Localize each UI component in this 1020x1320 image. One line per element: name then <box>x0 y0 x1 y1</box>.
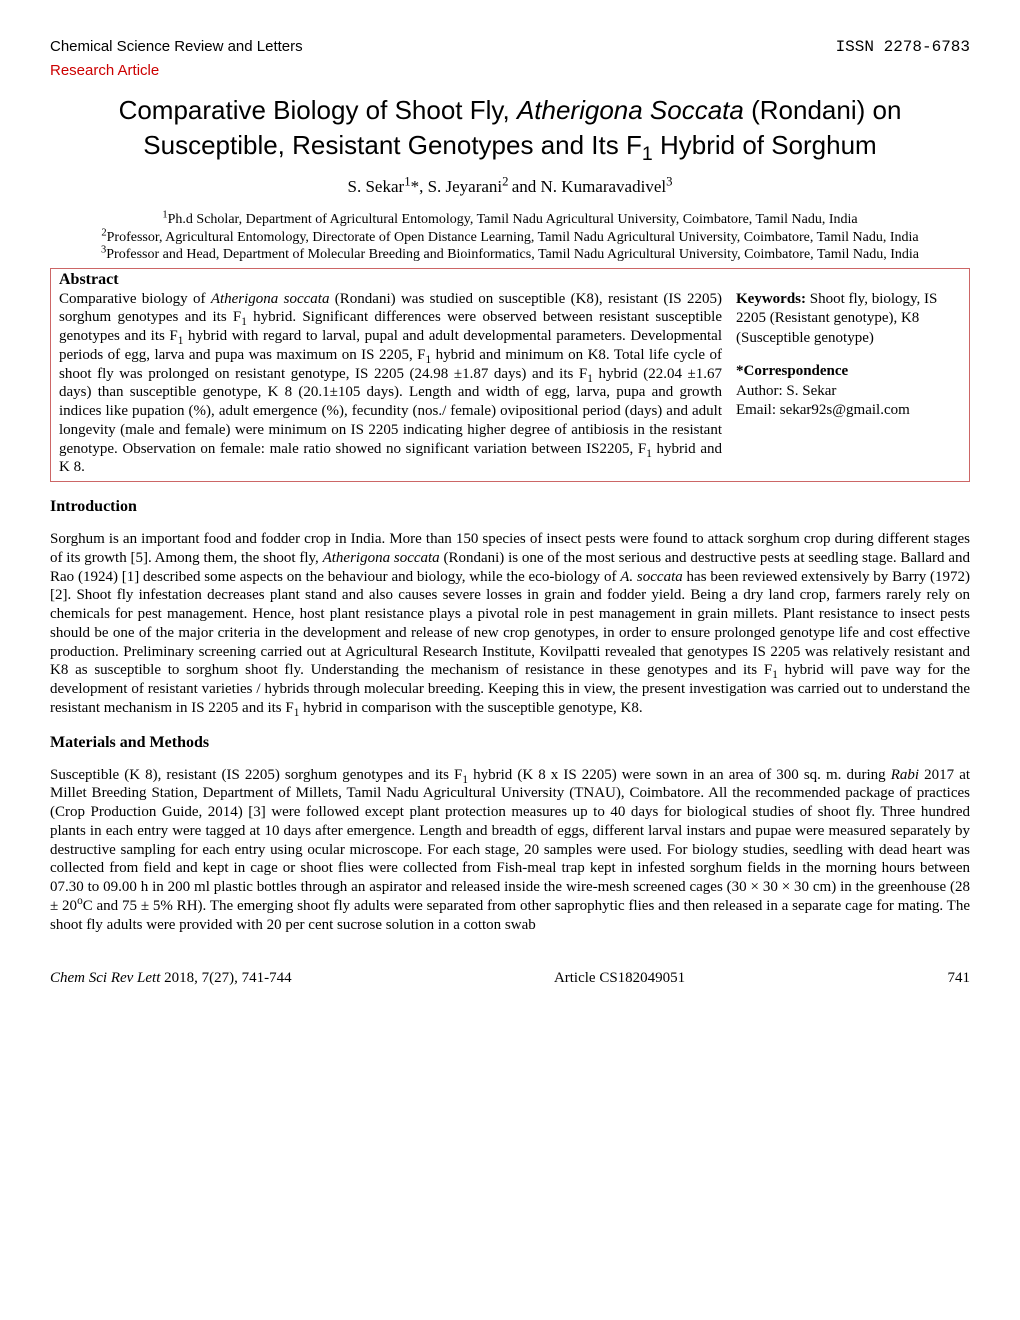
intro-e: hybrid in comparison with the susceptibl… <box>299 700 642 716</box>
author-1: S. Sekar <box>348 177 405 196</box>
abstract-sidebar: Keywords: Shoot fly, biology, IS 2205 (R… <box>736 290 961 478</box>
methods-text: Susceptible (K 8), resistant (IS 2205) s… <box>50 766 970 935</box>
meth-c: 2017 at Millet Breeding Station, Departm… <box>50 767 970 914</box>
affiliations: 1Ph.d Scholar, Department of Agricultura… <box>50 211 970 264</box>
footer-left: Chem Sci Rev Lett 2018, 7(27), 741-744 <box>50 970 292 987</box>
footer-article-no: Article CS182049051 <box>554 970 685 987</box>
title-text-pre: Comparative Biology of Shoot Fly, <box>119 95 517 125</box>
meth-d: C and 75 ± 5% RH). The emerging shoot fl… <box>50 898 970 933</box>
aff-2-text: Professor, Agricultural Entomology, Dire… <box>107 230 919 245</box>
aff-1-text: Ph.d Scholar, Department of Agricultural… <box>168 212 858 227</box>
article-type: Research Article <box>50 62 970 79</box>
article-title: Comparative Biology of Shoot Fly, Atheri… <box>50 93 970 163</box>
correspondence-author: Author: S. Sekar <box>736 382 961 402</box>
author-3-sup: 3 <box>666 175 672 189</box>
author-2: S. Jeyarani <box>428 177 503 196</box>
keywords-block: Keywords: Shoot fly, biology, IS 2205 (R… <box>736 290 961 349</box>
authors-line: S. Sekar1*, S. Jeyarani2 and N. Kumarava… <box>50 177 970 197</box>
meth-b: hybrid (K 8 x IS 2205) were sown in an a… <box>468 767 891 783</box>
affiliation-3: 3Professor and Head, Department of Molec… <box>50 246 970 264</box>
meth-rabi: Rabi <box>891 767 919 783</box>
author-2-sup: 2 <box>502 175 512 189</box>
footer-page-no: 741 <box>947 970 970 987</box>
correspondence-label: *Correspondence <box>736 362 961 382</box>
intro-species2: A. soccata <box>620 569 683 585</box>
author-3: N. Kumaravadivel <box>541 177 667 196</box>
abstract-heading: Abstract <box>59 271 961 289</box>
meth-a: Susceptible (K 8), resistant (IS 2205) s… <box>50 767 462 783</box>
abs-species: Atherigona soccata <box>211 291 330 307</box>
affiliation-2: 2Professor, Agricultural Entomology, Dir… <box>50 229 970 247</box>
aff-3-text: Professor and Head, Department of Molecu… <box>106 247 919 262</box>
author-1-mark: *, <box>411 177 428 196</box>
journal-name: Chemical Science Review and Letters <box>50 38 303 55</box>
issn-number: ISSN 2278-6783 <box>836 38 970 56</box>
abstract-text: Comparative biology of Atherigona soccat… <box>59 290 722 478</box>
correspondence-block: *Correspondence Author: S. Sekar Email: … <box>736 362 961 421</box>
intro-species: Atherigona soccata <box>323 550 440 566</box>
introduction-heading: Introduction <box>50 498 970 516</box>
abs-a: Comparative biology of <box>59 291 211 307</box>
footer-issue: 2018, 7(27), 741-744 <box>164 970 292 986</box>
methods-heading: Materials and Methods <box>50 734 970 752</box>
title-subscript: 1 <box>642 143 653 165</box>
introduction-text: Sorghum is an important food and fodder … <box>50 530 970 718</box>
page-header: Chemical Science Review and Letters ISSN… <box>50 38 970 56</box>
abstract-columns: Comparative biology of Atherigona soccat… <box>59 290 961 478</box>
author-join: and <box>512 177 541 196</box>
correspondence-email: Email: sekar92s@gmail.com <box>736 401 961 421</box>
title-species: Atherigona Soccata <box>517 95 744 125</box>
page-footer: Chem Sci Rev Lett 2018, 7(27), 741-744 A… <box>50 970 970 987</box>
keywords-label: Keywords: <box>736 291 806 307</box>
title-text-post: Hybrid of Sorghum <box>653 130 877 160</box>
affiliation-1: 1Ph.d Scholar, Department of Agricultura… <box>50 211 970 229</box>
footer-journal-abbrev: Chem Sci Rev Lett <box>50 970 164 986</box>
abstract-box: Abstract Comparative biology of Atherigo… <box>50 268 970 483</box>
